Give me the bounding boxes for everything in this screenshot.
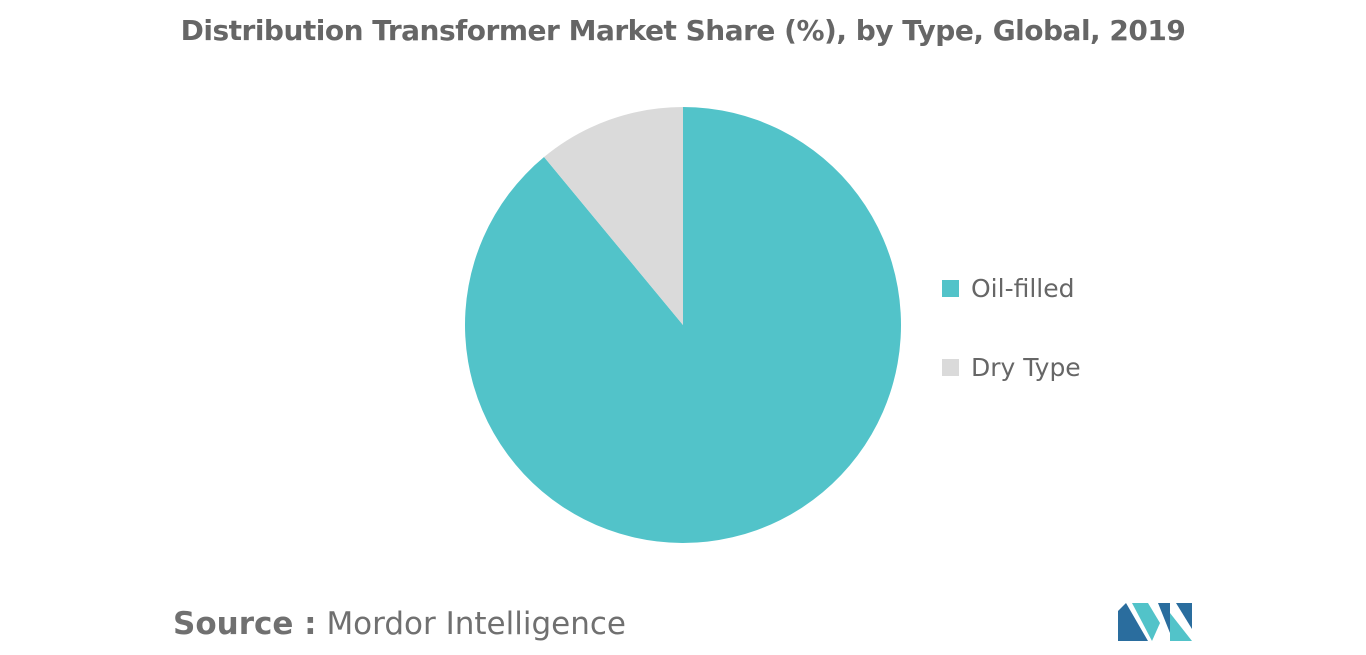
chart-title: Distribution Transformer Market Share (%… [180, 14, 1186, 47]
legend-item-oil-filled: Oil-filled [942, 268, 1081, 308]
source-text: Mordor Intelligence [326, 606, 626, 642]
logo-shape-5 [1176, 603, 1192, 629]
logo-shape-2 [1132, 603, 1160, 641]
legend-item-dry-type: Dry Type [942, 347, 1081, 387]
legend-swatch-dry-type [942, 358, 959, 376]
logo-shape-1 [1118, 603, 1148, 641]
mordor-intelligence-logo-icon [1118, 603, 1192, 641]
pie-slice-dry-type [544, 107, 683, 325]
legend-label-oil-filled: Oil-filled [971, 273, 1075, 303]
chart-legend: Oil-filled Dry Type [942, 268, 1081, 426]
legend-label-dry-type: Dry Type [971, 352, 1081, 382]
legend-swatch-oil-filled [942, 279, 959, 297]
source-note: Source : Mordor Intelligence [173, 606, 626, 642]
logo-shape-4 [1170, 613, 1192, 641]
source-prefix: Source : [173, 606, 317, 642]
pie-slice-oil-filled [464, 107, 901, 544]
pie-slices [464, 107, 901, 544]
logo-shape-3 [1158, 603, 1170, 633]
